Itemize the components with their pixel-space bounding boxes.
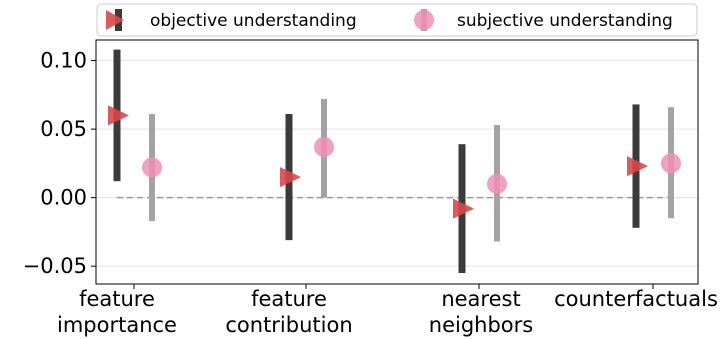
x-tick-label: feature	[251, 287, 327, 311]
data-points	[108, 105, 681, 219]
data-point-objective	[280, 167, 301, 188]
grid	[96, 60, 698, 267]
y-tick-label: 0.00	[40, 186, 87, 210]
legend-label-subjective: subjective understanding	[457, 11, 673, 31]
y-tick-label: −0.05	[23, 254, 87, 278]
x-tick-label: importance	[57, 313, 177, 337]
legend-label-objective: objective understanding	[150, 11, 357, 31]
data-point-subjective	[661, 153, 681, 174]
data-point-objective	[627, 156, 648, 177]
data-point-subjective	[487, 173, 507, 194]
y-axis: −0.05 0.00 0.05 0.10	[23, 49, 96, 278]
legend-marker-subjective	[414, 10, 434, 30]
error-bars	[113, 49, 674, 274]
x-tick-label: feature	[79, 287, 155, 311]
y-tick-label: 0.10	[40, 49, 87, 73]
data-point-objective	[108, 105, 129, 126]
plot-frame	[95, 39, 699, 285]
x-tick-label: counterfactuals	[554, 287, 718, 311]
data-point-subjective	[314, 136, 334, 157]
legend: objective understanding subjective unders…	[96, 3, 698, 37]
legend-box	[96, 3, 698, 37]
x-tick-label: contribution	[225, 313, 352, 337]
x-tick-label: nearest	[441, 287, 520, 311]
legend-marker-objective	[106, 10, 124, 30]
data-point-objective	[453, 198, 474, 219]
x-axis: featureimportancefeaturecontributionnear…	[57, 284, 718, 337]
data-point-subjective	[142, 157, 162, 178]
x-tick-label: neighbors	[429, 313, 533, 337]
y-tick-label: 0.05	[40, 117, 87, 141]
